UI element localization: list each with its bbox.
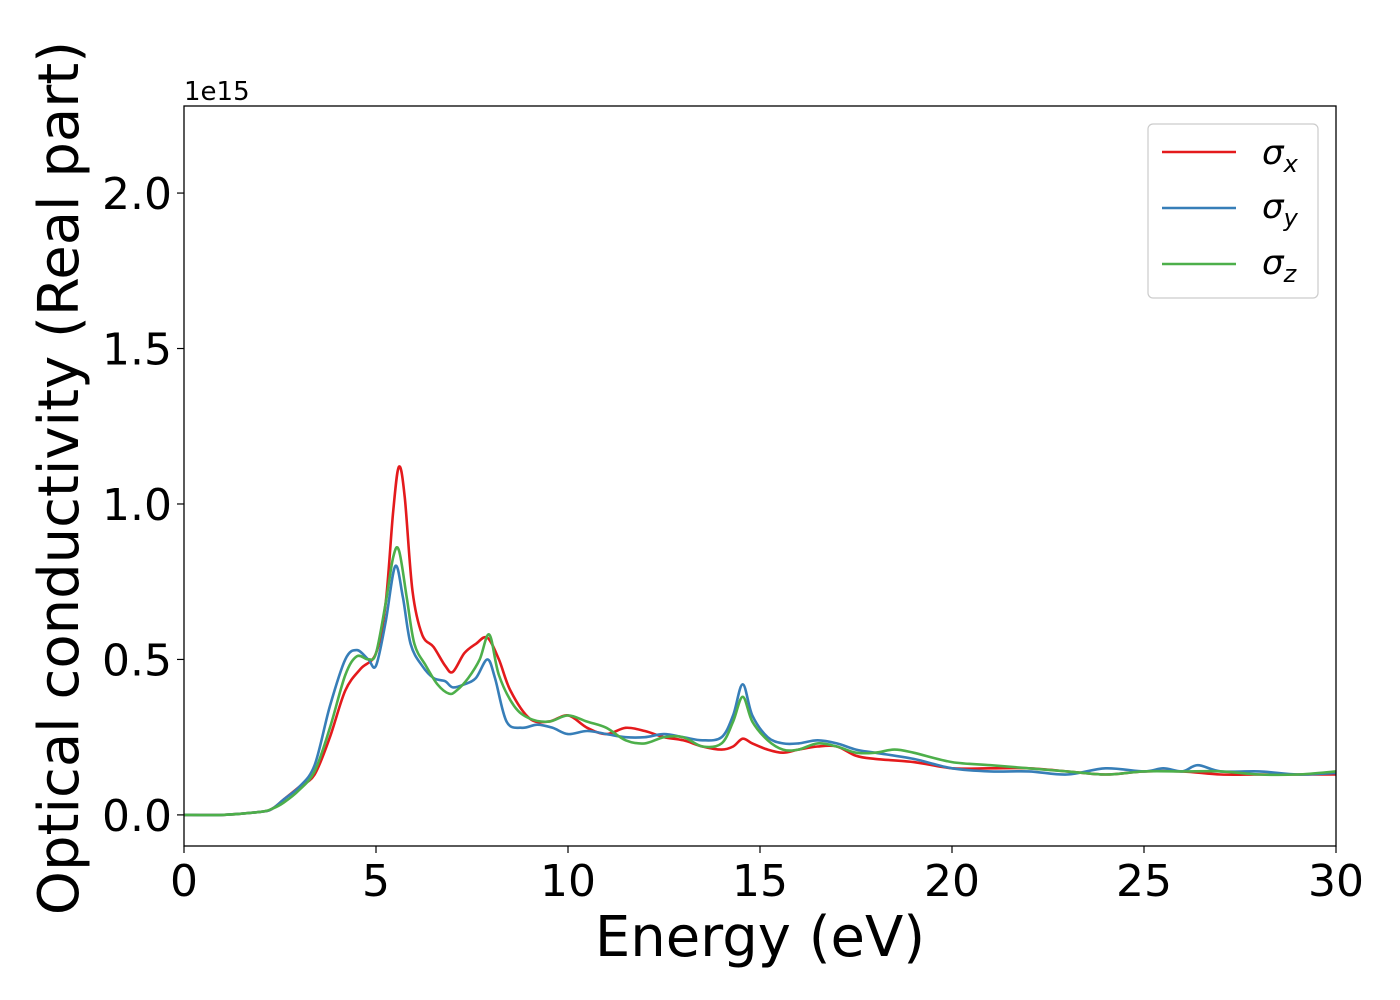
y-tick-label: 0.0 [102,791,172,842]
y-offset-label: 1e15 [184,77,250,107]
x-tick-label: 10 [540,856,596,907]
y-tick-label: 1.0 [102,480,172,531]
x-tick-label: 5 [362,856,390,907]
x-tick-label: 30 [1308,856,1364,907]
y-tick-label: 0.5 [102,635,172,686]
x-axis-ticks: 0 5 10 15 20 25 30 [170,846,1364,907]
y-tick-label: 2.0 [102,169,172,220]
series-line-sigma-z [184,545,1336,817]
series-group [184,465,1336,817]
legend-label-sigma-y: σy [1262,187,1299,232]
x-axis-title: Energy (eV) [595,905,925,970]
y-axis-title: Optical conductivity (Real part) [27,41,92,915]
y-axis-ticks: 0.0 0.5 1.0 1.5 2.0 [102,169,184,842]
legend-label-sigma-z: σz [1262,243,1298,288]
y-tick-label: 1.5 [102,325,172,376]
x-tick-label: 20 [924,856,980,907]
x-tick-label: 0 [170,856,198,907]
x-tick-label: 15 [732,856,788,907]
legend-box [1147,123,1319,299]
legend: σx σy σz [1147,123,1319,299]
x-tick-label: 25 [1116,856,1172,907]
legend-label-sigma-x: σx [1262,133,1299,178]
